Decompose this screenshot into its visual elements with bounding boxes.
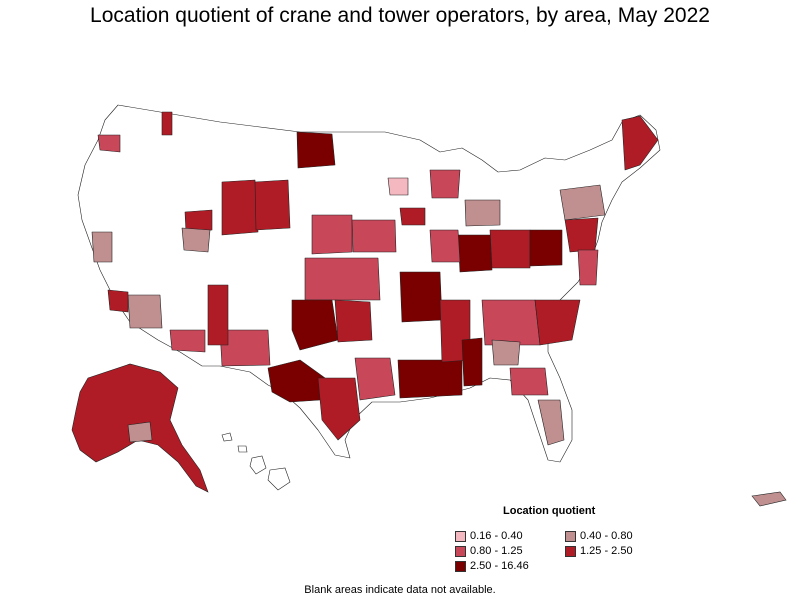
legend-label: 0.16 - 0.40: [470, 530, 523, 542]
legend-swatch: [455, 560, 466, 572]
hawaii-island: [221, 432, 233, 442]
legend-swatch: [455, 545, 466, 557]
area-patch: [127, 294, 163, 329]
map-title: Location quotient of crane and tower ope…: [90, 4, 710, 27]
area-patch: [577, 249, 599, 286]
area-patch: [91, 231, 113, 263]
area-patch: [387, 177, 409, 196]
legend-title: Location quotient: [503, 505, 596, 517]
area-patch: [399, 207, 426, 226]
legend-item: 1.25 - 2.50: [565, 545, 633, 557]
area-patch: [311, 214, 353, 255]
legend-swatch: [565, 545, 576, 557]
area-patch: [181, 227, 211, 253]
area-patch: [564, 217, 599, 253]
area-patch: [296, 131, 336, 169]
area-patch: [559, 184, 606, 221]
legend-swatch: [455, 530, 466, 542]
hawaii-island: [237, 445, 248, 453]
area-patch: [334, 299, 373, 343]
legend-swatch: [565, 530, 576, 542]
area-patch: [221, 179, 259, 236]
area-patch: [429, 169, 461, 199]
area-patch: [491, 339, 521, 366]
area-patch: [457, 234, 493, 273]
area-patch: [97, 134, 121, 153]
area-patch: [107, 289, 129, 313]
legend-item: 2.50 - 16.46: [455, 560, 529, 572]
puerto-rico: [751, 491, 787, 507]
area-patch: [169, 329, 206, 353]
hawaii-island: [249, 455, 267, 475]
area-patch: [429, 229, 461, 263]
area-patch: [537, 399, 565, 446]
legend-label: 2.50 - 16.46: [470, 560, 529, 572]
legend-item: 0.40 - 0.80: [565, 530, 633, 542]
area-patch: [464, 199, 501, 227]
area-patch: [397, 359, 463, 399]
area-patch: [184, 209, 213, 233]
area-patch: [207, 284, 229, 346]
legend-label: 0.80 - 1.25: [470, 545, 523, 557]
area-patch: [127, 421, 153, 443]
legend-item: 0.16 - 0.40: [455, 530, 523, 542]
area-patch: [304, 257, 381, 301]
area-patch: [399, 271, 443, 323]
legend-item: 0.80 - 1.25: [455, 545, 523, 557]
area-patch: [351, 219, 397, 253]
legend-label: 0.40 - 0.80: [580, 530, 633, 542]
area-patch: [534, 299, 581, 346]
area-patch: [291, 299, 339, 351]
area-patch: [354, 357, 396, 401]
area-patch: [161, 111, 173, 136]
area-patch: [509, 367, 549, 396]
area-patch: [317, 377, 361, 441]
area-patch: [219, 329, 271, 367]
area-patch: [529, 229, 563, 267]
hawaii-island: [267, 467, 291, 491]
area-patch: [461, 337, 483, 387]
legend-label: 1.25 - 2.50: [580, 545, 633, 557]
area-patch: [254, 179, 291, 231]
area-patch: [489, 229, 531, 269]
area-patch: [481, 299, 541, 346]
area-patch: [621, 115, 659, 171]
footnote: Blank areas indicate data not available.: [304, 584, 496, 596]
